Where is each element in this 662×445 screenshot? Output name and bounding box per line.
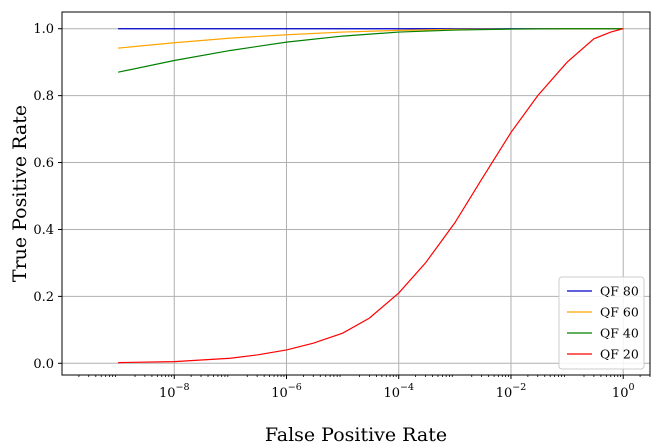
y-axis-title: True Positive Rate <box>9 105 31 282</box>
y-tick-label-4: 0.8 <box>33 89 54 104</box>
legend-frame <box>558 276 645 370</box>
y-tick-label-3: 0.6 <box>33 156 54 171</box>
x-axis-title: False Positive Rate <box>265 424 447 445</box>
plot-frame <box>61 11 651 376</box>
x-tick-label-2: 10−4 <box>383 382 414 401</box>
series-line-qf-40 <box>117 28 624 73</box>
x-tick-label-1: 10−6 <box>271 382 302 401</box>
y-tick-label-5: 1.0 <box>33 22 54 37</box>
series-lines <box>117 28 624 364</box>
legend: QF 80 QF 60 QF 40 QF 20 <box>558 276 645 370</box>
legend-label-3: QF 20 <box>600 347 639 362</box>
y-tick-label-1: 0.2 <box>33 290 54 305</box>
x-tick-label-3: 10−2 <box>496 382 527 401</box>
axis-ticks: 10−8 10−6 10−4 10−2 100 0.0 0.2 0.4 0.6 0.8 1.0 <box>33 22 651 401</box>
y-tick-label-0: 0.0 <box>33 357 54 372</box>
series-line-qf-60 <box>118 28 624 49</box>
y-tick-label-2: 0.4 <box>33 223 54 238</box>
series-line-qf-20 <box>118 28 624 364</box>
x-tick-label-0: 10−8 <box>159 382 190 401</box>
legend-label-2: QF 40 <box>600 326 639 341</box>
legend-label-0: QF 80 <box>600 284 639 299</box>
legend-label-1: QF 60 <box>600 305 639 320</box>
x-tick-label-4: 100 <box>612 382 635 401</box>
